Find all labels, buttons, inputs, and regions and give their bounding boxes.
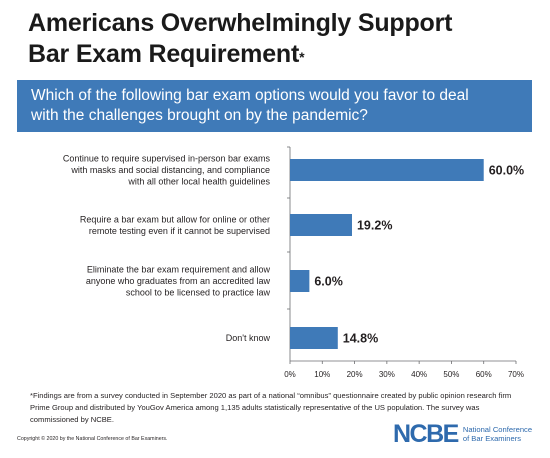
category-label: anyone who graduates from an accredited … [86, 276, 271, 286]
bar [290, 159, 484, 181]
category-label: Don't know [226, 333, 271, 343]
data-label: 60.0% [489, 164, 524, 178]
footnote: *Findings are from a survey conducted in… [30, 391, 512, 424]
x-tick-label: 60% [476, 370, 492, 379]
ncbe-logo-line2: of Bar Examiners [462, 434, 522, 443]
category-label: school to be licensed to practice law [126, 288, 271, 298]
category-label: with masks and social distancing, and co… [70, 165, 270, 175]
question-band: Which of the following bar exam options … [17, 80, 532, 132]
ncbe-logo: NCBE National Conference of Bar Examiner… [393, 421, 532, 447]
bar [290, 270, 310, 292]
x-tick-label: 30% [379, 370, 395, 379]
category-label: Continue to require supervised in-person… [63, 154, 271, 164]
chart-title-line2: Bar Exam Requirement* [28, 39, 528, 70]
x-tick-label: 40% [411, 370, 427, 379]
x-tick-label: 0% [284, 370, 296, 379]
survey-question-line2: with the challenges brought on by the pa… [31, 107, 368, 124]
chart-title-line2-text: Bar Exam Requirement [28, 40, 300, 68]
data-label: 19.2% [357, 219, 392, 233]
chart-title-line1: Americans Overwhelmingly Support [28, 9, 453, 37]
chart-title: Americans Overwhelmingly Support Bar Exa… [28, 8, 528, 70]
copyright: Copyright © 2020 by the National Confere… [17, 436, 168, 442]
survey-question-line1: Which of the following bar exam options … [31, 87, 469, 104]
x-tick-label: 10% [314, 370, 330, 379]
x-tick-label: 50% [443, 370, 459, 379]
data-label: 14.8% [343, 332, 378, 346]
category-label: Require a bar exam but allow for online … [80, 214, 270, 224]
category-label: with all other local health guidelines [127, 177, 270, 187]
data-label: 6.0% [314, 275, 343, 289]
category-label: remote testing even if it cannot be supe… [89, 226, 270, 236]
x-tick-label: 20% [347, 370, 363, 379]
survey-question: Which of the following bar exam options … [31, 86, 526, 126]
bar [290, 214, 352, 236]
category-label: Eliminate the bar exam requirement and a… [87, 265, 271, 275]
ncbe-logo-text: National Conference of Bar Examiners [463, 425, 532, 443]
bar [290, 327, 338, 349]
footnote-marker: * [299, 49, 305, 65]
ncbe-logo-line1: National Conference [462, 425, 533, 434]
ncbe-logo-mark: NCBE [393, 420, 459, 448]
x-tick-label: 70% [508, 370, 524, 379]
